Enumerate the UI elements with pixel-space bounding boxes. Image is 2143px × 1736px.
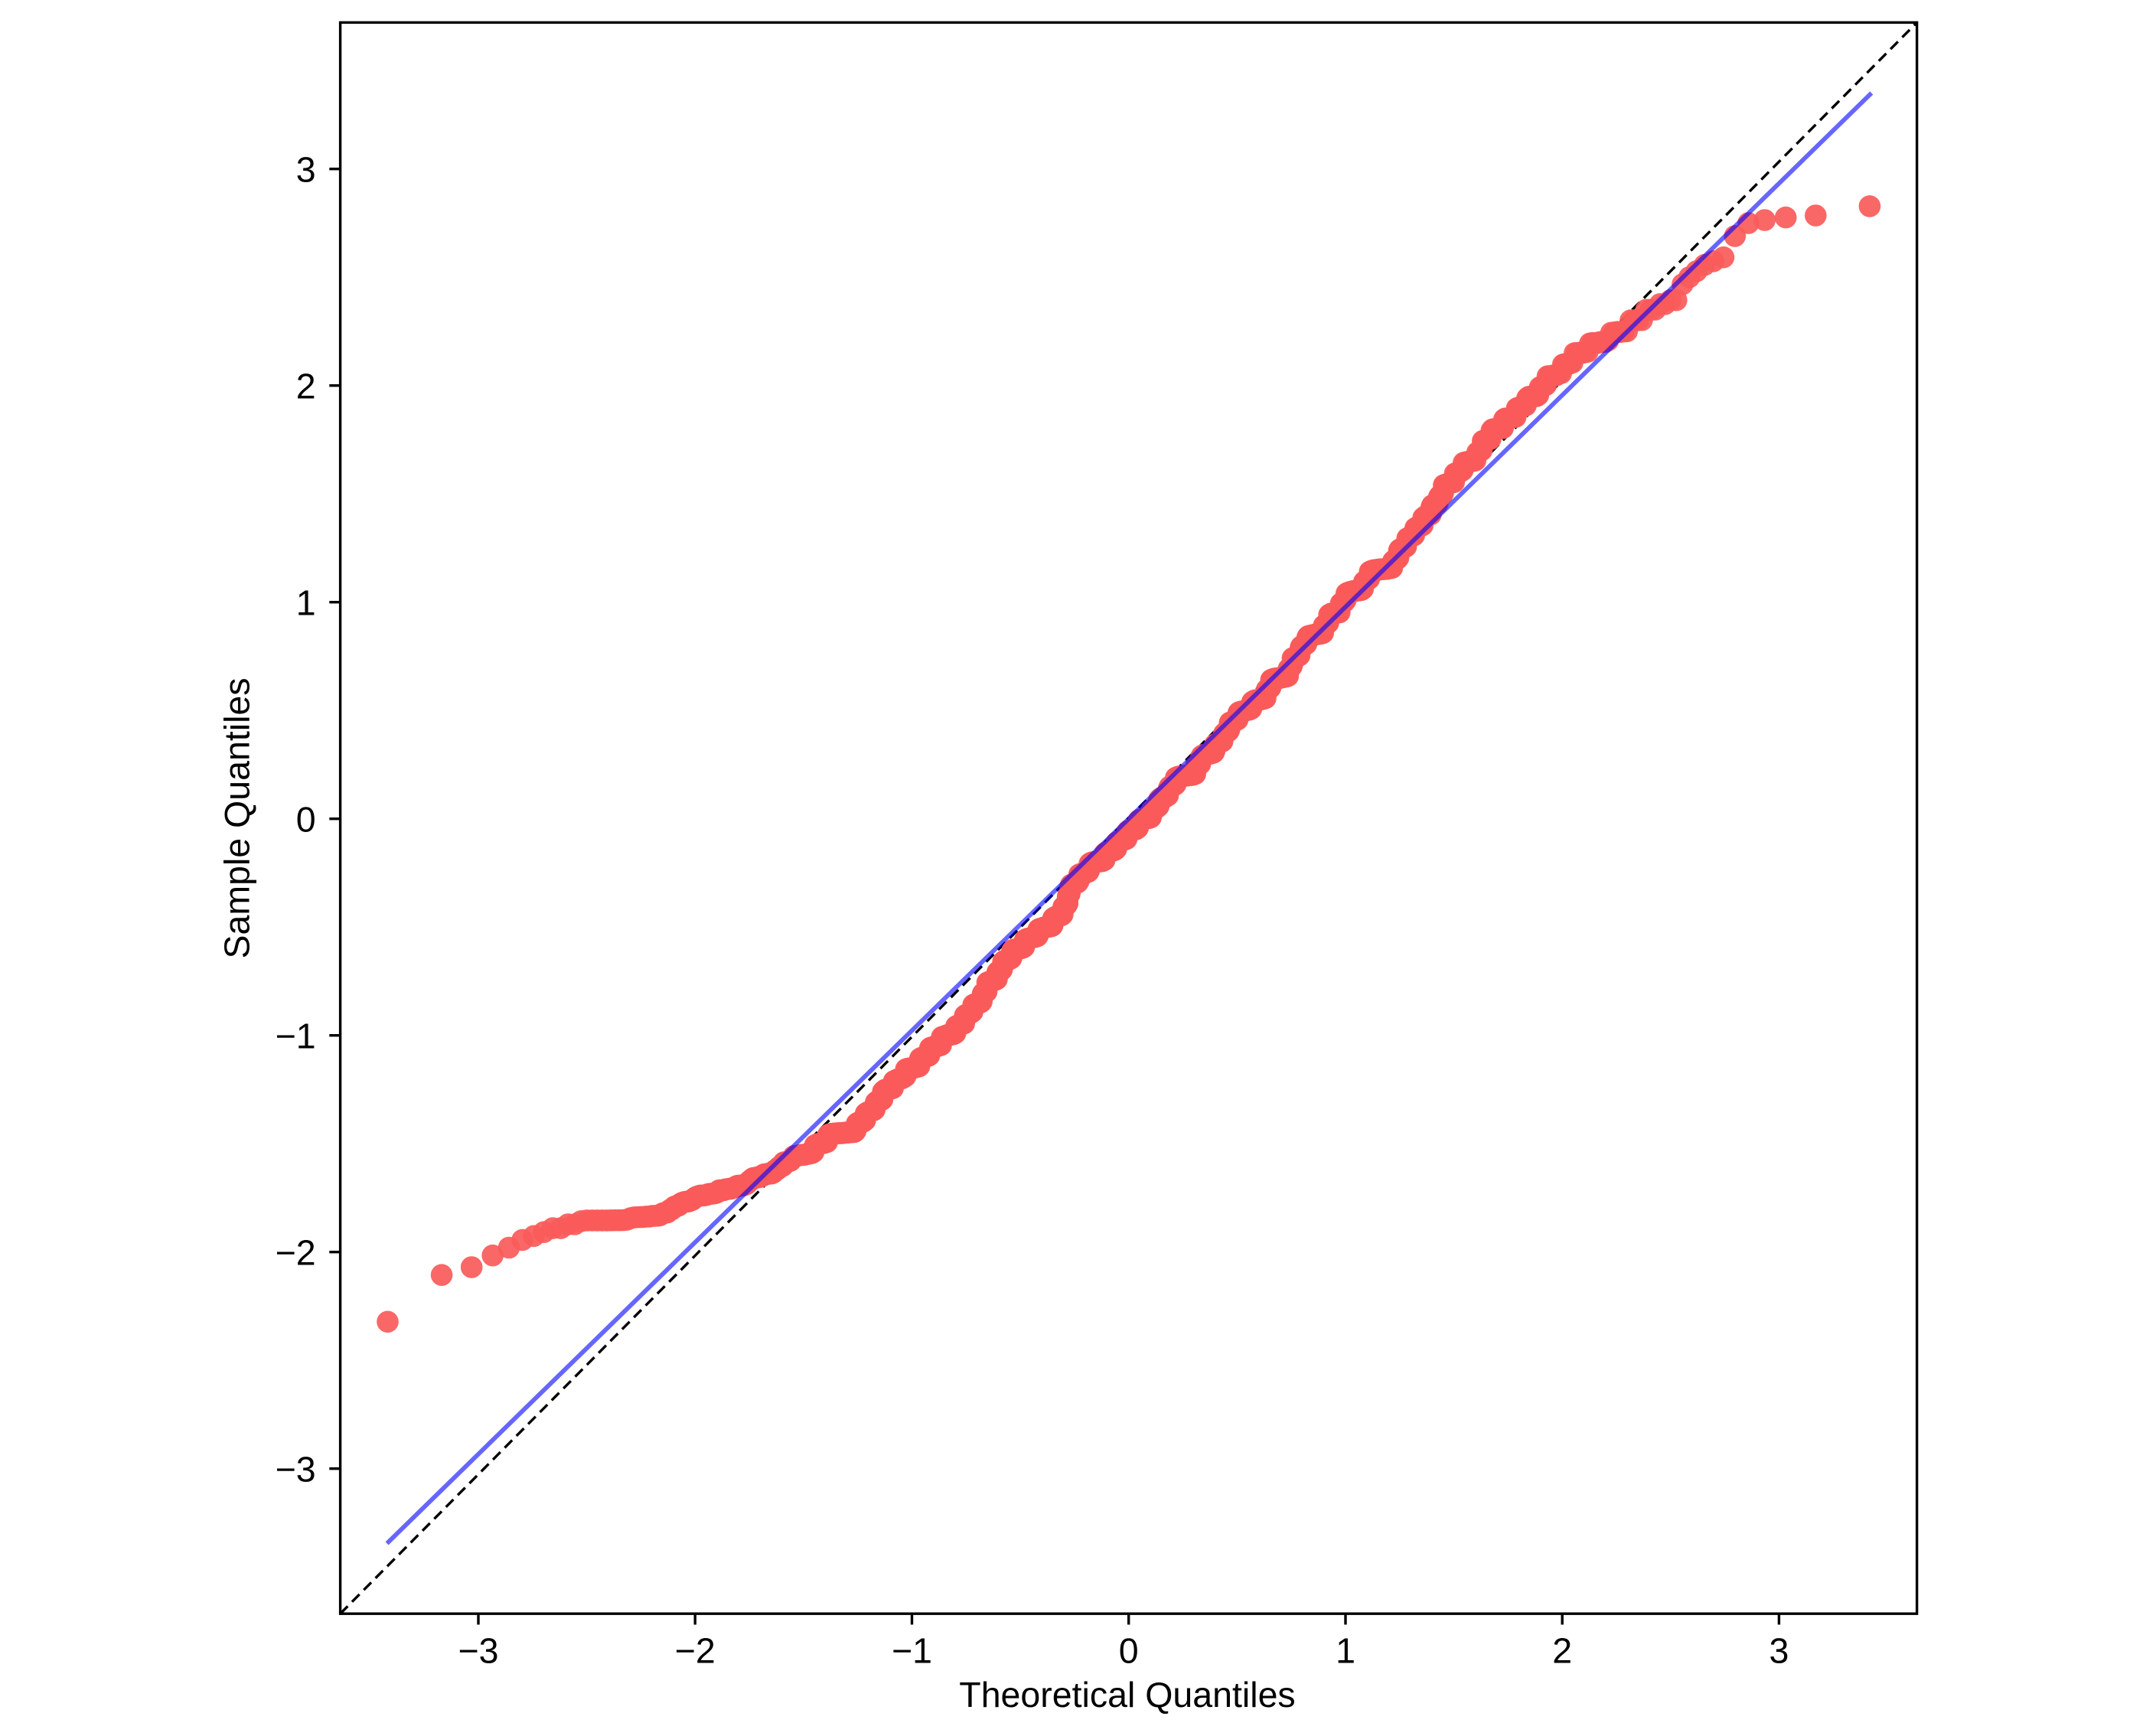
- svg-text:3: 3: [1769, 1630, 1789, 1670]
- svg-text:−3: −3: [276, 1449, 316, 1489]
- svg-text:−2: −2: [276, 1232, 316, 1272]
- svg-text:Theoretical Quantiles: Theoretical Quantiles: [959, 1675, 1295, 1715]
- svg-text:1: 1: [1336, 1630, 1355, 1670]
- svg-text:0: 0: [1119, 1630, 1139, 1670]
- svg-text:−3: −3: [458, 1630, 498, 1670]
- svg-text:3: 3: [296, 149, 316, 189]
- svg-text:−2: −2: [675, 1630, 716, 1670]
- svg-text:−1: −1: [892, 1630, 932, 1670]
- svg-text:2: 2: [296, 366, 316, 406]
- svg-text:2: 2: [1552, 1630, 1572, 1670]
- svg-text:−1: −1: [276, 1016, 316, 1056]
- svg-text:1: 1: [296, 582, 316, 622]
- svg-text:Sample Quantiles: Sample Quantiles: [217, 677, 257, 958]
- svg-text:0: 0: [296, 799, 316, 839]
